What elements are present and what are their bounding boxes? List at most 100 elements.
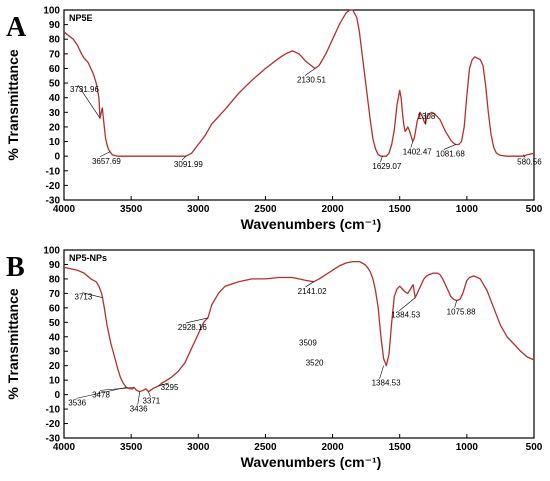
panel-b-xtick-label: 2500 [254,442,277,453]
panel-b-ytick-label: -10 [46,405,61,416]
panel-b-annotation-leader [158,382,169,387]
panel-a: -30 -20 -10 0 10 20 30 40 50 60 70 80 90 100 4000 3500 3… [5,6,543,233]
panel-b-annotation-leader [305,281,314,288]
panel-b-annotation-label: 3436 [130,405,148,414]
panel-a-annotation-label: 2130.51 [297,75,326,84]
panel-a-ytick-label: -20 [46,181,61,192]
panel-a-ytick-label: 70 [49,49,61,60]
panel-a-ytick-label: -10 [46,166,61,177]
panel-b-annotation-leader [379,365,384,379]
panel-a-ytick-label: 50 [49,79,61,90]
panel-b-annotation-label: 3536 [68,398,86,407]
panel-a-ytick-label: 10 [49,137,61,148]
panel-b-annotation-leader [454,300,457,308]
panel-a-xtick-label: 1000 [456,204,479,215]
panel-b-annotation-label: 3478 [92,390,110,399]
panel-a-annotation-leader [380,156,383,163]
panel-a-annotation-label: 580.56 [517,158,542,167]
panel-a-ytick-label: 100 [43,6,60,17]
panel-b-xtick-label: 4000 [53,442,76,453]
panel-a-annotation-label: 3731.96 [70,85,99,94]
panel-a-annotation-label: 1308 [417,112,435,121]
panel-b-xtick-label: 3500 [120,442,143,453]
panel-b-annotation-leader [100,387,135,391]
panel-a-x-axis-title: Wavenumbers (cm⁻¹) [241,216,382,232]
panel-a-annotation-leader [304,68,316,76]
panel-b-ytick-label: 40 [49,332,61,343]
panel-a-letter: A [6,12,27,43]
panel-b-ytick-label: 80 [49,274,61,285]
panel-b-annotation-label: 2928.16 [178,323,207,332]
panel-a-sample-label: NP5E [69,13,93,23]
panel-b-frame [63,249,535,439]
panel-b-ytick-label: 70 [49,289,61,300]
panel-b-annotation-label: 3509 [299,338,317,347]
panel-b-annotation-leader [76,387,127,399]
panel-b-annotation-leader [185,317,208,324]
panel-a-annotation-leader [410,141,414,148]
panel-b-letter: B [6,252,25,283]
panel-a-ytick-label: 60 [49,64,61,75]
panel-a-annotation-leader [443,144,457,150]
panel-b: -30 -20 -10 0 10 20 30 40 50 60 70 80 90 100 4000 3500 3… [5,246,543,471]
panel-a-xtick-label: 2000 [321,204,344,215]
panel-b-ytick-label: 100 [43,246,60,257]
panel-b-annotation-label: 2141.02 [298,287,327,296]
panel-a-xtick-label: 500 [526,204,543,215]
panel-b-ytick-label: 30 [49,347,61,358]
panel-a-y-axis-title: % Transmittance [5,49,21,160]
panel-b-y-axis-title: % Transmittance [5,288,21,399]
panel-a-ytick-label: 30 [49,108,61,119]
panel-b-annotation-label: 1384.53 [391,311,420,320]
panel-a-xtick-label: 3000 [187,204,210,215]
panel-a-annotation-label: 1402.47 [403,148,432,157]
panel-b-x-axis-title: Wavenumbers (cm⁻¹) [241,454,382,470]
panel-a-xtick-label: 1500 [389,204,412,215]
panel-b-ytick-label: 60 [49,303,61,314]
panel-b-annotation-label: 1384.53 [372,379,401,388]
panel-a-ytick-label: 90 [49,20,61,31]
panel-b-sample-label: NP5-NPs [69,253,107,263]
panel-a-annotation-leader [522,154,526,158]
panel-b-ytick-label: 50 [49,318,61,329]
panel-a-ytick-label: 20 [49,122,61,133]
panel-b-spectrum-line [63,260,535,393]
panel-b-ytick-label: 90 [49,260,61,271]
panel-b-annotation-label: 3520 [306,359,324,368]
panel-b-ytick-label: -30 [46,434,61,445]
panel-b-annotation-label: 3295 [161,383,179,392]
panel-a-spectrum-line [63,9,535,157]
panel-b-annotation-label: 3371 [142,397,160,406]
panel-b-xtick-label: 1500 [389,442,412,453]
panel-b-ytick-label: -20 [46,419,61,430]
panel-b-xtick-label: 1000 [456,442,479,453]
panel-b-xtick-label: 2000 [321,442,344,453]
panel-a-annotation-label: 3091.99 [174,160,203,169]
panel-b-annotation-leader [137,391,141,405]
panel-a-annotation-label: 1081.68 [436,149,465,158]
panel-b-xtick-label: 3000 [187,442,210,453]
panel-b-ytick-label: 0 [54,390,60,401]
panel-a-annotation-leader [77,84,101,119]
panel-a-annotation-leader [181,155,187,161]
panel-a-xtick-label: 2500 [254,204,277,215]
panel-a-ytick-label: -30 [46,196,61,207]
panel-a-ytick-label: 80 [49,35,61,46]
panel-a-xtick-label: 4000 [53,204,76,215]
panel-a-annotation-label: 1629.07 [372,162,401,171]
panel-b-ytick-label: 10 [49,376,61,387]
panel-b-xtick-label: 500 [526,442,543,453]
panel-b-annotation-leader [148,391,151,397]
panel-a-ytick-label: 40 [49,93,61,104]
panel-a-ytick-label: 0 [54,152,60,163]
panel-a-annotation-leader [99,151,111,158]
panel-a-xtick-label: 3500 [120,204,143,215]
panel-a-annotation-label: 3657.69 [92,157,121,166]
panel-b-annotation-label: 3713 [75,293,93,302]
panel-b-annotation-label: 1075.88 [447,308,476,317]
panel-a-frame [63,9,535,201]
panel-b-annotation-leader [82,292,103,299]
panel-b-annotation-leader [399,297,416,311]
